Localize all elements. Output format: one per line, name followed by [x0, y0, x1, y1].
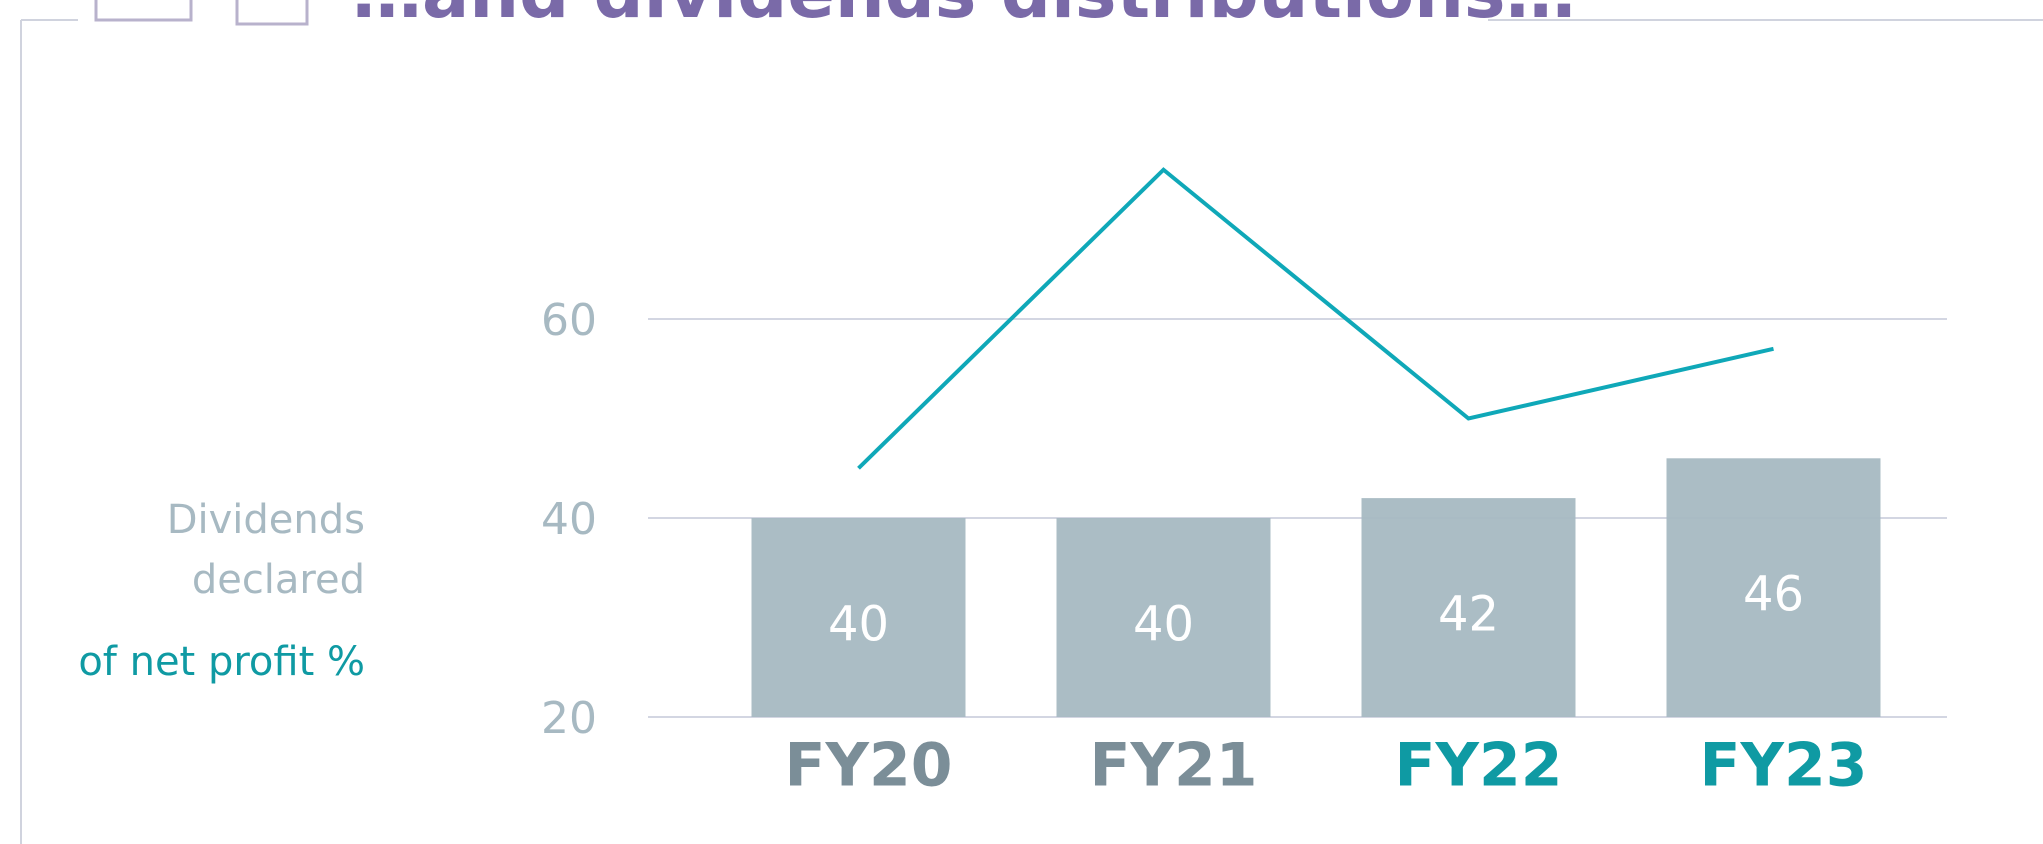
bar	[1361, 498, 1576, 717]
bar-value-label: 40	[828, 597, 889, 653]
frame	[20, 0, 2043, 844]
y-tick-label: 60	[541, 295, 597, 346]
x-tick-label: FY23	[1700, 731, 1868, 801]
legend-bar: Dividends declared	[166, 497, 365, 603]
bar	[751, 518, 966, 717]
x-tick-label: FY22	[1395, 731, 1563, 801]
bar-value-label: 40	[1133, 597, 1194, 653]
legend-line: of net profit %	[78, 639, 365, 685]
x-tick-label: FY20	[785, 731, 953, 801]
y-tick-label: 20	[541, 693, 597, 744]
y-tick-label: 40	[541, 494, 597, 545]
bar-value-label: 46	[1743, 567, 1804, 623]
bar-value-label: 42	[1438, 587, 1499, 643]
bar	[1056, 518, 1271, 717]
chart-title: …and dividends distributions…	[352, 0, 1576, 34]
bar	[1666, 458, 1881, 717]
line	[857, 167, 1774, 470]
x-tick-label: FY21	[1090, 731, 1258, 801]
